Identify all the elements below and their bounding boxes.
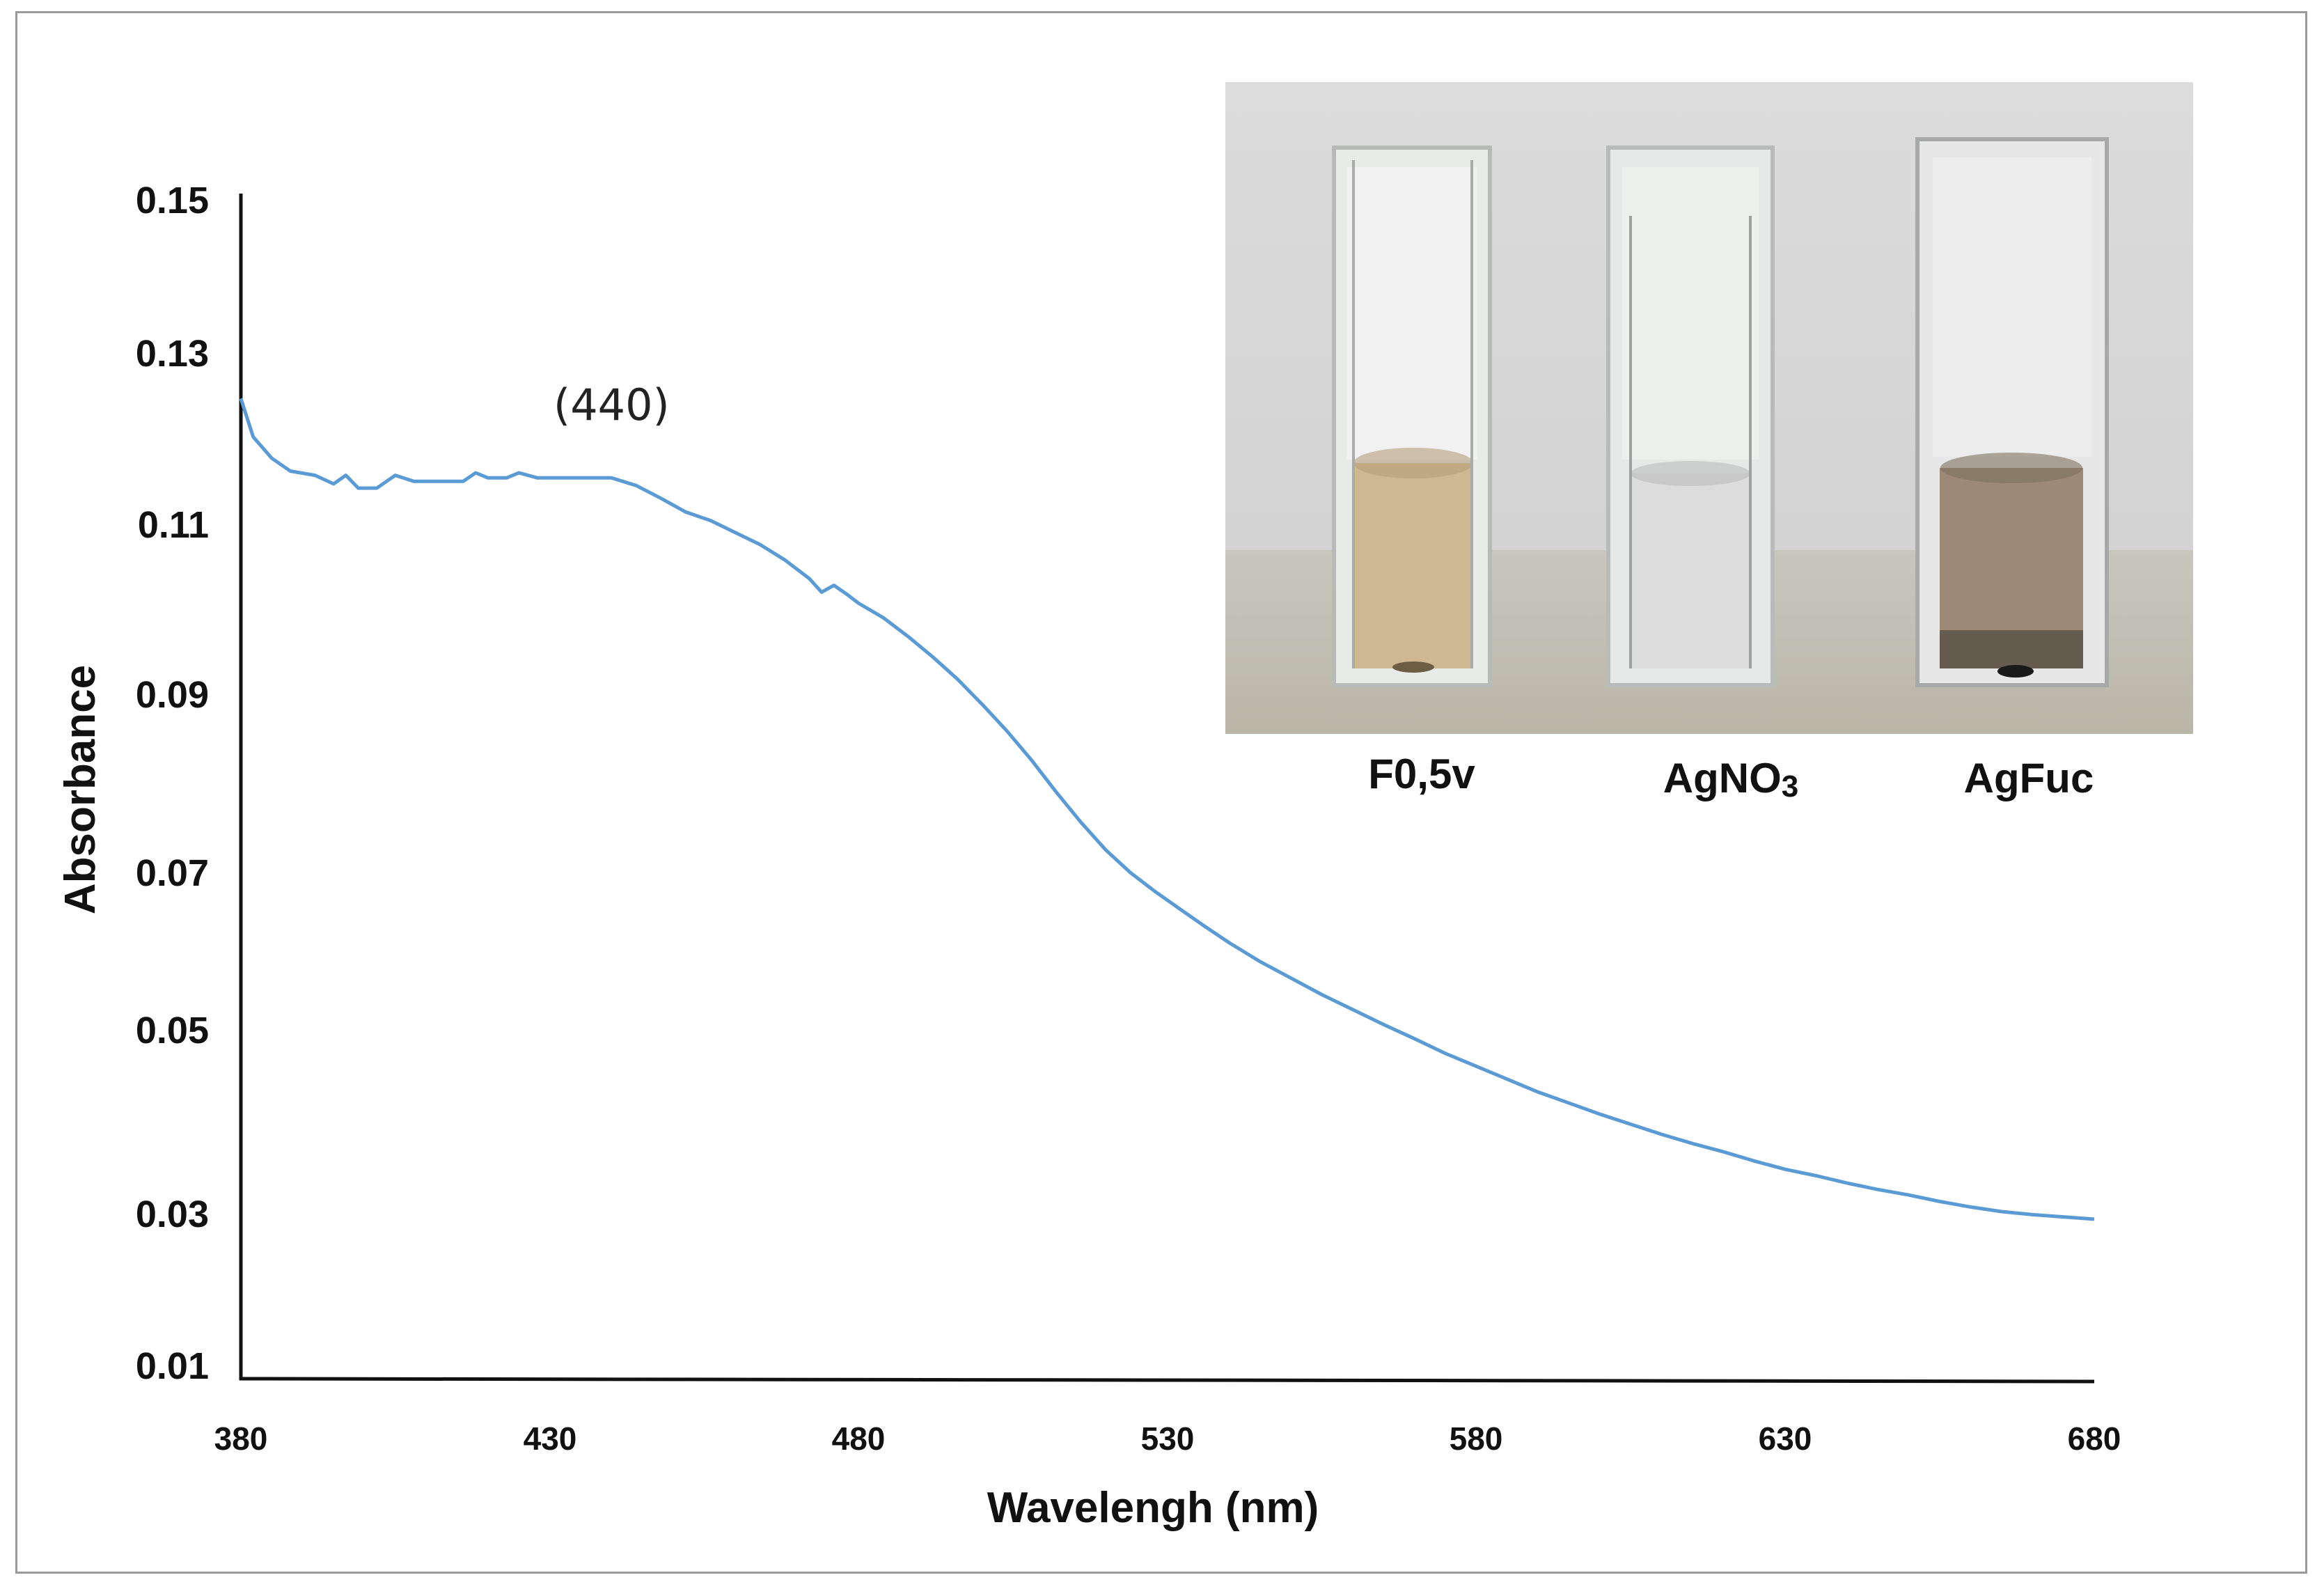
x-axis-title: Wavelengh (nm) <box>987 1484 1319 1532</box>
x-axis-line <box>239 1377 2095 1384</box>
liquid-f05v <box>1353 463 1472 668</box>
y-tick-label: 0.01 <box>136 1345 209 1387</box>
x-tick-label: 580 <box>1450 1420 1503 1457</box>
liquid-agno3 <box>1631 473 1750 668</box>
y-tick-label: 0.09 <box>136 674 209 716</box>
y-tick-label: 0.13 <box>136 333 209 375</box>
y-tick-label: 0.05 <box>136 1010 209 1051</box>
y-tick-labels: 0.15 0.13 0.11 0.09 0.07 0.05 0.03 0.01 <box>136 180 209 1387</box>
cuvette-photo <box>1225 82 2193 734</box>
cuvette-label-agfuc: AgFuc <box>1964 755 2094 801</box>
cuvette-agno3 <box>1606 146 1775 687</box>
absorbance-series-line <box>239 398 2095 1221</box>
y-tick-label: 0.11 <box>138 504 209 546</box>
peak-annotation: (440) <box>553 379 670 430</box>
x-tick-label: 530 <box>1141 1420 1195 1457</box>
x-tick-label: 430 <box>524 1420 577 1457</box>
x-tick-label: 480 <box>832 1420 886 1457</box>
x-tick-labels: 380 430 480 530 580 630 680 <box>214 1420 2121 1457</box>
y-tick-label: 0.03 <box>136 1193 209 1235</box>
y-axis-title: Absorbance <box>56 665 104 914</box>
x-tick-label: 630 <box>1759 1420 1812 1457</box>
x-tick-label: 380 <box>214 1420 268 1457</box>
y-tick-label: 0.15 <box>136 180 209 221</box>
cuvette-label-agno3: AgNO3 <box>1663 755 1798 804</box>
y-tick-label: 0.07 <box>136 852 209 894</box>
cuvette-labels: F0,5v AgNO3 AgFuc <box>1368 751 2094 804</box>
x-tick-label: 680 <box>2068 1420 2121 1457</box>
cuvette-label-f05v: F0,5v <box>1368 751 1475 797</box>
cuvette-agfuc <box>1915 137 2109 687</box>
cuvette-f05v <box>1332 146 1492 687</box>
